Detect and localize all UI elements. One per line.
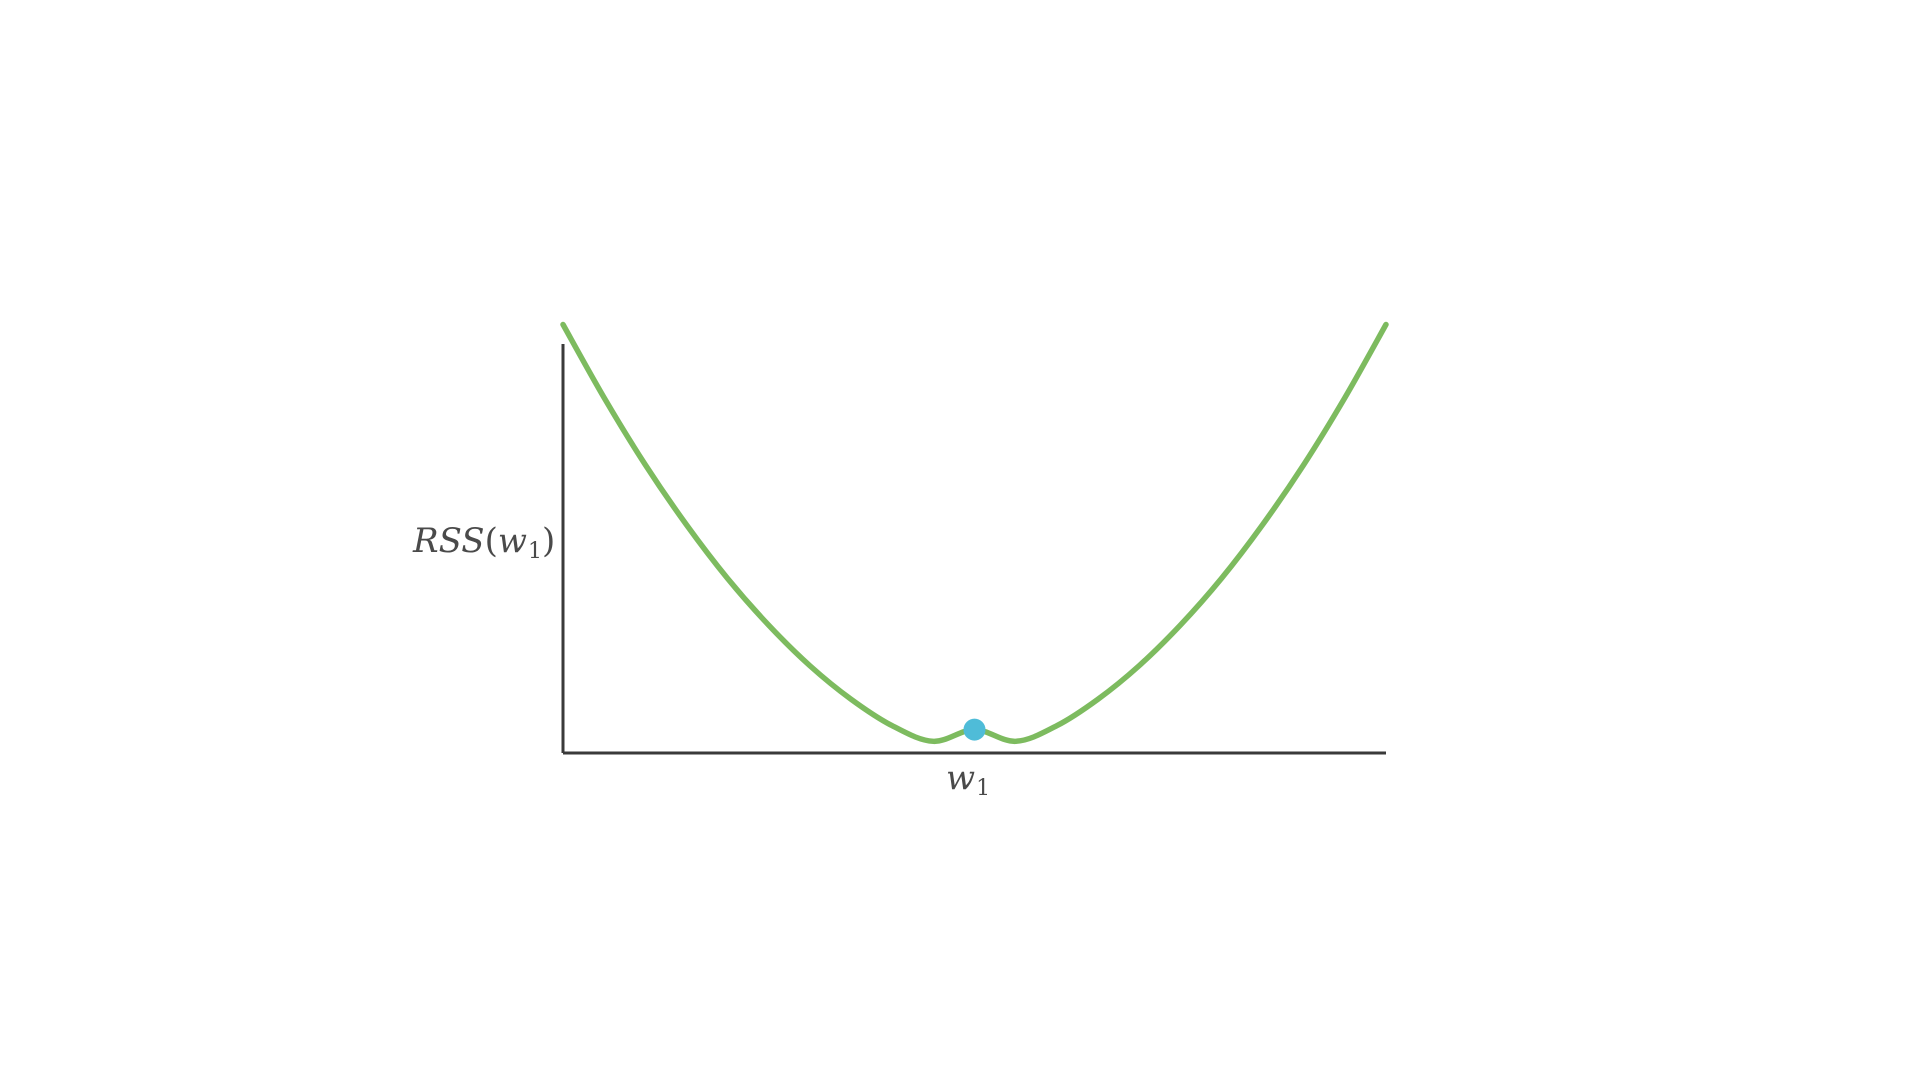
y-axis-label-subscript: 1	[527, 539, 542, 564]
rss-curve	[560, 321, 1389, 745]
y-axis-label-func: RSS	[413, 521, 485, 561]
y-axis-label-var: w	[497, 521, 527, 561]
x-axis-label: w1	[946, 758, 990, 801]
x-axis-label-subscript: 1	[976, 776, 991, 801]
y-axis-label: RSS(w1)	[413, 521, 556, 564]
x-axis-label-var: w	[946, 758, 976, 798]
minimum-point-marker	[963, 718, 986, 741]
